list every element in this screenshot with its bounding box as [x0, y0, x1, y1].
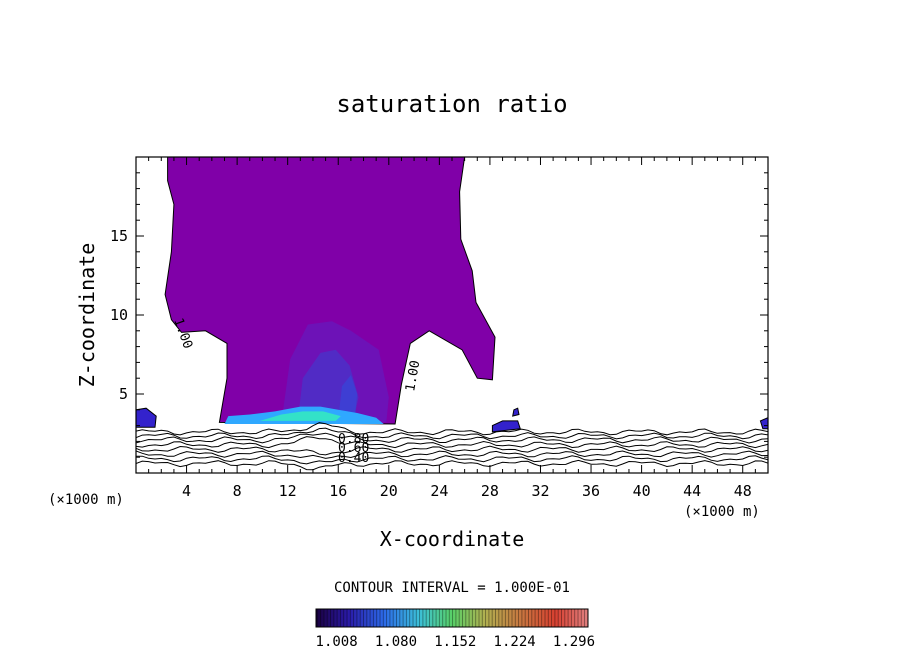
contour-line: [136, 445, 768, 456]
x-tick-label: 40: [633, 482, 651, 500]
contour-label-060: 0.60: [338, 441, 369, 456]
colorbar-tick-label: 1.296: [553, 634, 595, 650]
core-center-region: [338, 375, 358, 420]
colorbar-tick-label: 1.152: [434, 634, 476, 650]
supersaturated-region: [149, 157, 496, 425]
contour-fill-layer: [149, 157, 496, 425]
contour-label-080: 0.80: [338, 432, 369, 447]
blob-x29: [491, 420, 521, 433]
contour-line: [136, 436, 768, 449]
colorbar: 1.008 1.080 1.152 1.224 1.296: [315, 608, 596, 650]
y-tick-label: 10: [110, 306, 128, 324]
contour-line: [136, 455, 768, 465]
colorbar-frame: [315, 608, 589, 628]
y-axis-ticks: 5 10 15: [110, 172, 768, 458]
x-tick-label: 16: [329, 482, 347, 500]
cloud-base-highlight: [259, 411, 341, 421]
contour-line: [136, 459, 768, 471]
x-tick-label: 28: [481, 482, 499, 500]
x-unit-label-left: (×1000 m): [48, 492, 124, 508]
contour-line: [136, 432, 768, 444]
chart-title: saturation ratio: [336, 90, 567, 118]
y-axis-title: Z-coordinate: [75, 243, 99, 388]
y-tick-label: 15: [110, 227, 128, 245]
contour-line: [136, 422, 768, 436]
colorbar-tick-label: 1.224: [494, 634, 536, 650]
x-tick-label: 4: [182, 482, 191, 500]
y-tick-label: 5: [119, 385, 128, 403]
x-tick-label: 8: [233, 482, 242, 500]
x-tick-label: 32: [531, 482, 549, 500]
blob-right-edge: [759, 417, 768, 430]
contour-line: [136, 427, 768, 440]
x-tick-label: 24: [430, 482, 448, 500]
x-tick-label: 20: [380, 482, 398, 500]
contour-line: [136, 450, 768, 459]
x-tick-label: 12: [279, 482, 297, 500]
colorbar-tick-label: 1.080: [375, 634, 417, 650]
blob-left-edge: [136, 407, 157, 428]
x-axis-ticks: 4 8 12 16 20 24 28 32 36 40 44 48: [148, 157, 756, 500]
colorbar-labels: 1.008 1.080 1.152 1.224 1.296: [316, 634, 596, 650]
x-unit-label-right: (×1000 m): [684, 504, 760, 520]
contour-lines-layer: [136, 422, 768, 471]
contour-label-right: 1.00: [403, 359, 423, 392]
x-axis-title: X-coordinate: [380, 527, 525, 551]
blob-x30: [512, 407, 520, 417]
plot-area: [136, 157, 768, 471]
x-tick-label: 36: [582, 482, 600, 500]
contour-labels: 1.00 1.00 0.80 0.60 0.40: [170, 316, 423, 466]
colorbar-hatching: [316, 609, 588, 627]
contour-interval-label: CONTOUR INTERVAL = 1.000E-01: [334, 580, 570, 596]
x-tick-label: 48: [734, 482, 752, 500]
colorbar-tick-label: 1.008: [316, 634, 358, 650]
contour-label-040: 0.40: [338, 451, 369, 466]
x-tick-label: 44: [683, 482, 701, 500]
base-band-layer: [136, 406, 768, 433]
